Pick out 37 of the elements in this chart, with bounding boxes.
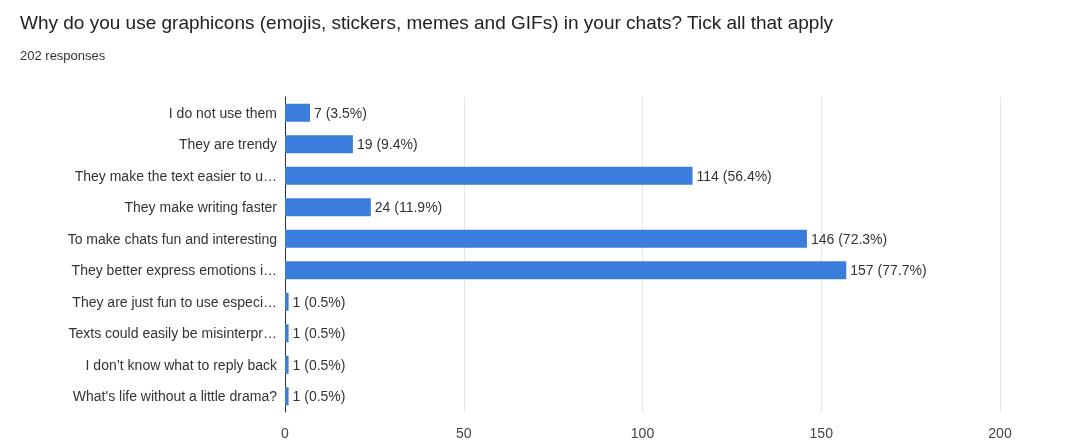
data-label: 1 (0.5%) <box>292 388 346 405</box>
data-label: 157 (77.7%) <box>850 262 927 279</box>
data-label: 1 (0.5%) <box>292 356 346 373</box>
y-tick-label: They make writing faster <box>124 199 278 216</box>
bar <box>285 261 847 280</box>
data-label: 1 (0.5%) <box>292 325 346 342</box>
data-label: 1 (0.5%) <box>292 293 346 310</box>
chart-title: Why do you use graphicons (emojis, stickers, memes and GIFs) in your chats? Tick all that apply <box>20 12 834 33</box>
data-label: 19 (9.4%) <box>356 136 418 153</box>
x-tick-label: 100 <box>630 425 655 441</box>
y-tick-label: To make chats fun and interesting <box>67 230 277 247</box>
y-tick-label: I do not use them <box>168 104 277 121</box>
text: 202 responses <box>20 48 106 63</box>
x-tick-label: 200 <box>988 425 1012 441</box>
data-label: 7 (3.5%) <box>314 104 367 121</box>
x-tick-label: 50 <box>455 425 472 441</box>
bar <box>285 229 807 248</box>
bar <box>285 198 371 217</box>
y-tick-label: They are trendy <box>178 136 277 153</box>
y-tick-label: What's life without a little drama? <box>72 388 278 405</box>
data-label: 24 (11.9%) <box>374 199 443 216</box>
data-label: 146 (72.3%) <box>810 230 888 247</box>
bar <box>285 103 311 122</box>
x-tick-label: 0 <box>281 425 290 441</box>
bar <box>285 166 693 185</box>
y-tick-label: They make the text easier to u… <box>74 167 277 184</box>
bar <box>285 324 289 343</box>
x-tick-label: 150 <box>809 425 834 441</box>
bar <box>285 355 289 374</box>
y-tick-label: I don’t know what to reply back <box>85 356 278 373</box>
bar <box>285 387 289 406</box>
data-label: 114 (56.4%) <box>696 167 772 184</box>
bar <box>285 135 353 154</box>
bar <box>285 292 289 311</box>
y-tick-label: Texts could easily be misinterpr… <box>68 325 277 342</box>
y-tick-label: They better express emotions i… <box>71 262 277 279</box>
y-tick-label: They are just fun to use especi… <box>72 293 277 310</box>
